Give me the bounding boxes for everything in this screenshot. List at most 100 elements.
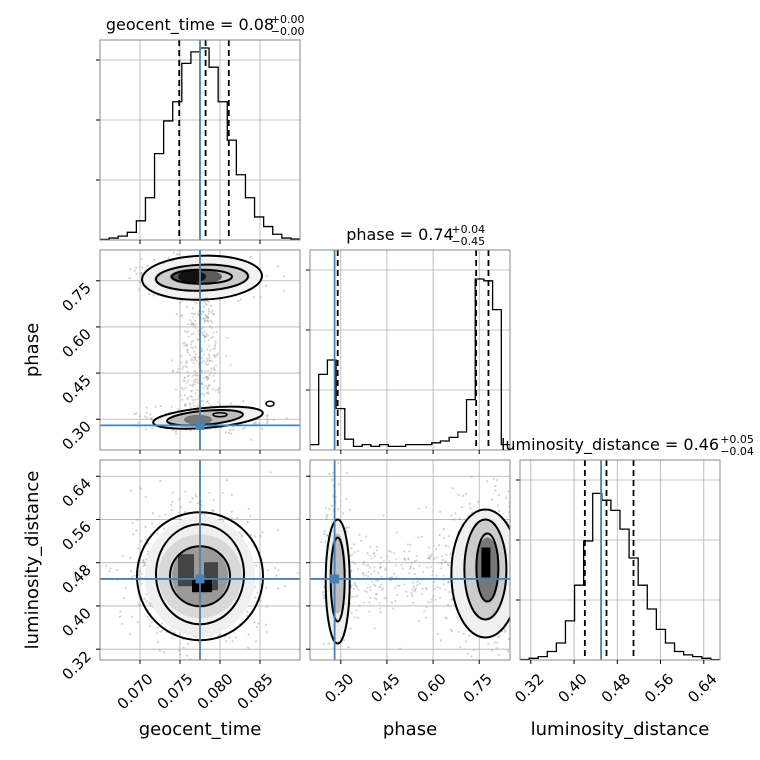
sample-point (274, 566, 277, 570)
sample-point (190, 312, 193, 315)
sample-point (207, 353, 211, 356)
sample-point (252, 422, 255, 425)
sample-point (175, 253, 179, 256)
sample-point (436, 632, 439, 636)
sample-point (201, 392, 205, 395)
sample-point (121, 555, 124, 558)
sample-point (389, 550, 393, 553)
sample-point (200, 312, 203, 315)
panel-background (520, 460, 720, 660)
sample-point (265, 421, 268, 425)
sample-point (368, 554, 371, 557)
sample-point (184, 403, 187, 406)
sample-point (246, 614, 249, 617)
sample-point (93, 584, 95, 586)
sample-point (145, 428, 148, 431)
sample-point (406, 594, 409, 598)
sample-point (202, 334, 205, 337)
sample-point (250, 438, 253, 441)
sample-point (336, 508, 339, 511)
sample-point (444, 544, 447, 548)
sample-point (169, 628, 172, 632)
sample-point (123, 597, 126, 600)
sample-point (202, 333, 205, 336)
sample-point (182, 646, 185, 649)
sample-point (410, 591, 413, 594)
sample-point (475, 663, 477, 665)
sample-point (189, 429, 192, 432)
x-ticks-top-geocent_time (139, 240, 261, 244)
sample-point (206, 319, 209, 322)
sample-point (258, 422, 261, 425)
sample-point (189, 395, 192, 398)
sample-point (217, 634, 220, 637)
sample-point (207, 662, 209, 664)
sample-point (214, 389, 217, 392)
sample-point (240, 534, 243, 537)
sample-point (445, 617, 448, 620)
sample-point (191, 385, 194, 388)
sample-point (131, 522, 134, 525)
contour-line (141, 254, 263, 301)
sample-point (371, 580, 374, 583)
sample-point (362, 601, 366, 604)
sample-point (428, 557, 431, 560)
sample-point (151, 427, 154, 430)
sample-point (206, 376, 209, 379)
sample-point (369, 596, 372, 599)
sample-point (187, 330, 190, 333)
sample-point (285, 417, 288, 420)
sample-point (132, 533, 135, 536)
sample-point (186, 398, 189, 401)
sample-point (265, 415, 268, 418)
sample-point (253, 621, 256, 624)
sample-point (154, 405, 157, 408)
sample-point (212, 374, 215, 377)
sample-point (193, 380, 196, 383)
sample-point (171, 500, 174, 504)
sample-point (225, 640, 228, 643)
sample-point (212, 498, 215, 501)
sample-point (255, 625, 258, 628)
sample-point (187, 379, 190, 382)
sample-point (469, 507, 472, 510)
sample-point (366, 586, 369, 590)
sample-point (230, 510, 233, 513)
sample-point (236, 668, 238, 670)
y-tick-label: 0.40 (58, 604, 94, 640)
sample-point (195, 360, 198, 363)
sample-point (362, 572, 365, 575)
sample-point (330, 504, 334, 507)
panel-border (519, 459, 721, 661)
sample-point (349, 508, 352, 511)
sample-point (427, 546, 430, 549)
sample-point (487, 642, 490, 646)
sample-point (130, 576, 134, 579)
sample-point (513, 583, 515, 585)
y-tick-label: 0.32 (58, 647, 94, 683)
sample-point (420, 535, 423, 539)
sample-point (200, 349, 203, 352)
sample-point (374, 584, 377, 588)
sample-point (229, 364, 232, 367)
sample-point (432, 595, 435, 598)
y-tick-label: 0.60 (58, 325, 94, 361)
sample-point (201, 370, 204, 373)
sample-point (182, 365, 185, 369)
sample-point (203, 330, 206, 333)
sample-point (207, 392, 210, 395)
sample-point (195, 373, 198, 376)
sample-point (513, 683, 515, 685)
sample-point (379, 565, 382, 568)
sample-point (192, 322, 196, 325)
sample-point (275, 574, 278, 577)
sample-point (373, 569, 376, 573)
sample-point (142, 560, 145, 563)
sample-point (202, 310, 205, 313)
sample-point (365, 574, 368, 577)
sample-point (398, 584, 401, 587)
sample-point (137, 288, 141, 291)
sample-point (189, 319, 192, 322)
sample-point (379, 610, 382, 614)
sample-point (272, 418, 275, 421)
